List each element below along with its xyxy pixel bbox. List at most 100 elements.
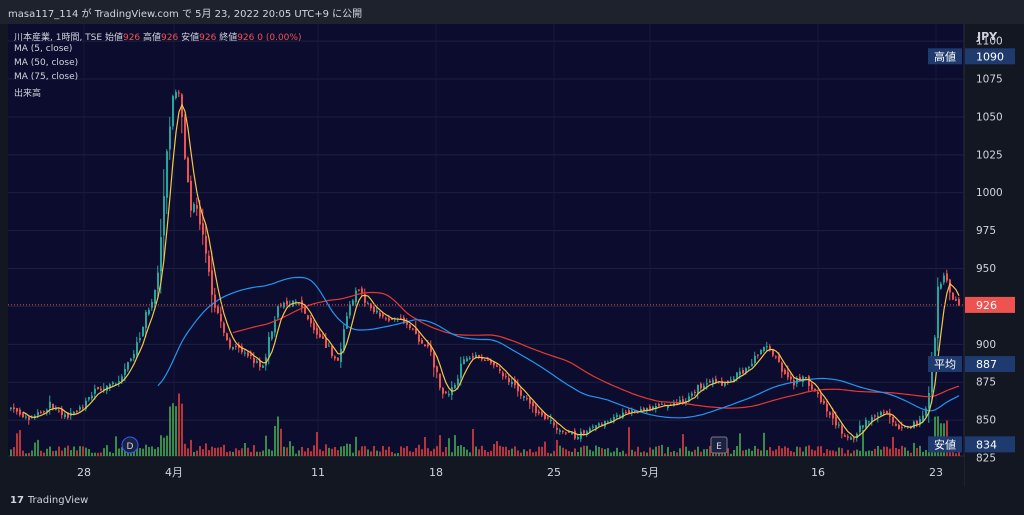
volume-bar [46, 448, 48, 456]
volume-bar [586, 445, 588, 456]
candle-body [136, 342, 138, 356]
dividend-marker-label: D [127, 442, 134, 452]
footer: 17 TradingView [0, 487, 1024, 515]
candle-body [91, 395, 93, 399]
volume-bar [832, 450, 834, 456]
candle-body [784, 369, 786, 374]
candle-body [925, 408, 927, 416]
candle-body [226, 333, 228, 340]
candle-body [208, 255, 210, 272]
volume-bar [856, 449, 858, 456]
volume-bar [847, 449, 849, 456]
candle-body [199, 207, 201, 225]
candle-body [370, 303, 372, 309]
candle-body [469, 357, 471, 359]
volume-bar [529, 448, 531, 456]
candle-body [730, 379, 732, 381]
candle-body [802, 376, 804, 382]
legend-high-label: 高値 [143, 33, 162, 43]
candle-body [622, 412, 624, 418]
volume-bar [433, 448, 435, 456]
candle-body [304, 306, 306, 314]
candle-body [58, 410, 60, 412]
candle-body [418, 334, 420, 342]
legend-ma75[interactable]: MA (75, close) [14, 72, 79, 82]
volume-bar [745, 449, 747, 456]
candle-body [124, 368, 126, 375]
volume-bar [115, 436, 117, 456]
candle-body [790, 376, 792, 380]
earnings-marker-label: E [716, 442, 722, 452]
volume-bar [325, 444, 327, 456]
volume-bar [547, 452, 549, 456]
candle-body [271, 331, 273, 339]
candle-body [430, 345, 432, 352]
volume-bar [175, 406, 177, 456]
volume-bar [55, 450, 57, 456]
avg-price-marker [965, 356, 1015, 373]
candle-body [835, 416, 837, 426]
price-chart[interactable]: 1100107510501025100097595092590087585082… [8, 24, 1016, 486]
volume-bar [766, 450, 768, 456]
volume-bar [709, 445, 711, 456]
candle-body [103, 388, 105, 391]
volume-bar [934, 416, 936, 456]
chart-area[interactable]: 1100107510501025100097595092590087585082… [8, 24, 1016, 486]
volume-bar [427, 448, 429, 456]
volume-bar [706, 448, 708, 456]
candle-body [541, 412, 543, 416]
legend-volume[interactable]: 出来高 [14, 89, 42, 99]
volume-bar [112, 453, 114, 456]
legend-ma50[interactable]: MA (50, close) [14, 58, 79, 68]
volume-bar [469, 452, 471, 456]
volume-bar [667, 447, 669, 456]
candle-body [376, 310, 378, 313]
volume-bar [196, 450, 198, 456]
volume-bar [544, 441, 546, 456]
volume-bar [628, 427, 630, 456]
candle-body [346, 316, 348, 329]
currency-label: JPY [976, 30, 998, 43]
candle-body [646, 407, 648, 412]
candle-body [889, 415, 891, 417]
volume-bar [190, 439, 192, 456]
volume-bar [787, 447, 789, 456]
volume-bar [13, 447, 15, 456]
volume-bar [727, 448, 729, 456]
volume-bar [310, 451, 312, 456]
tradingview-logo[interactable]: 17 TradingView [10, 495, 88, 506]
candle-body [478, 354, 480, 358]
time-tick-label: 16 [811, 466, 825, 479]
brand-name: TradingView [27, 495, 89, 506]
candle-body [808, 376, 810, 386]
candle-body [481, 357, 483, 360]
candle-body [94, 388, 96, 394]
volume-bar [118, 448, 120, 456]
candle-body [142, 326, 144, 337]
candle-body [913, 421, 915, 429]
candle-body [766, 346, 768, 348]
volume-bar [223, 444, 225, 456]
candle-body [235, 345, 237, 347]
volume-bar [67, 445, 69, 456]
candle-body [139, 338, 141, 341]
legend-ma5[interactable]: MA (5, close) [14, 44, 73, 54]
volume-bar [811, 449, 813, 456]
candle-body [946, 273, 948, 281]
candle-body [439, 373, 441, 388]
volume-bar [625, 453, 627, 456]
volume-bar [70, 450, 72, 456]
volume-bar [793, 452, 795, 456]
candle-body [712, 379, 714, 385]
volume-bar [796, 446, 798, 456]
volume-bar [133, 449, 135, 456]
candle-body [22, 413, 24, 418]
candle-body [505, 375, 507, 377]
candle-body [352, 300, 354, 306]
candle-body [166, 151, 168, 198]
volume-bar [859, 450, 861, 456]
candle-body [865, 419, 867, 428]
volume-bar [601, 448, 603, 456]
volume-bar [151, 446, 153, 456]
candle-body [598, 423, 600, 426]
